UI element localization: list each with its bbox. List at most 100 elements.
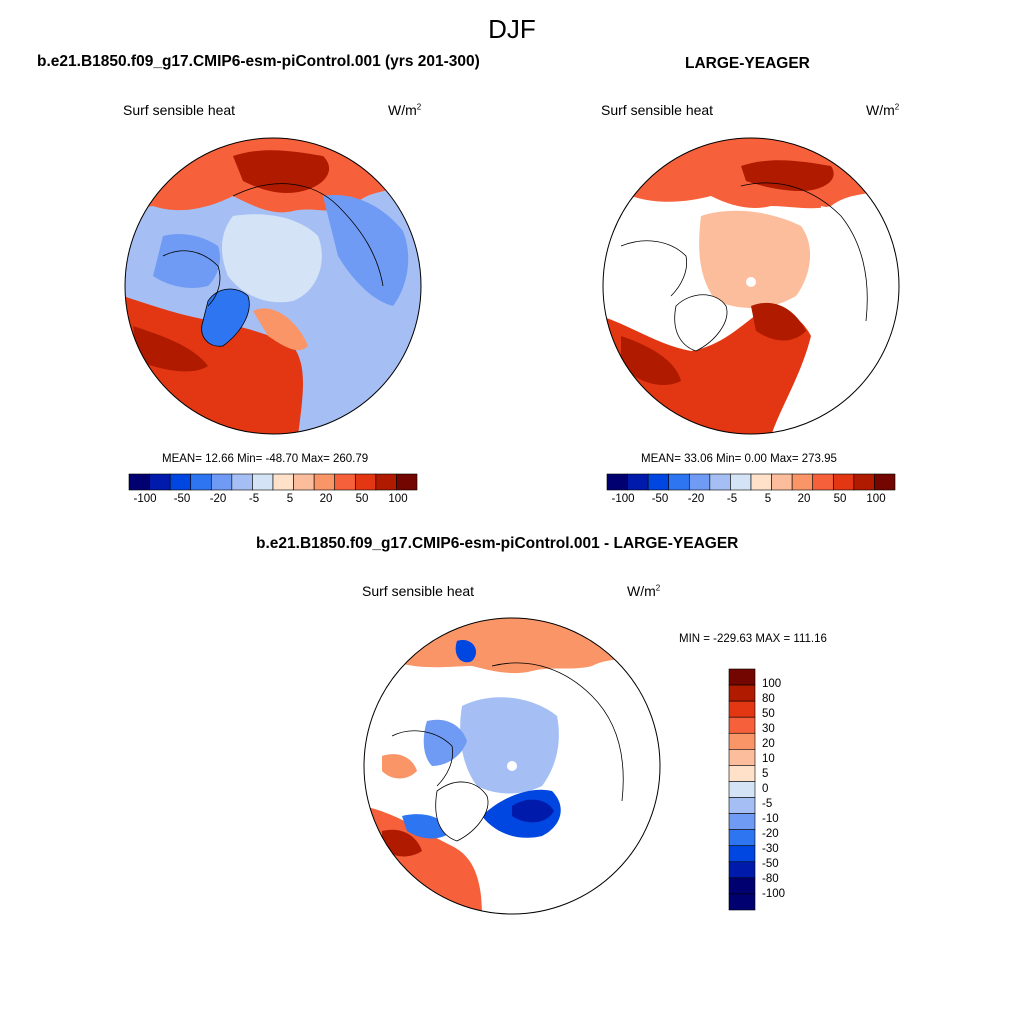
control-panel-title: b.e21.B1850.f09_g17.CMIP6-esm-piControl.… (37, 53, 480, 70)
colorbar-box (728, 797, 756, 814)
diff-cb-tick-12: -30 (762, 843, 779, 855)
control-polar-map (124, 137, 422, 435)
control-coastline-eurasia (232, 183, 384, 287)
diff-baffin-mixed (423, 719, 467, 766)
diff-greenland-land (435, 781, 488, 841)
control-colorbar-boxes (128, 473, 418, 491)
colorbar-box (728, 861, 756, 879)
obs-russia-land (821, 206, 888, 321)
diff-cb-tick-10: -10 (762, 813, 779, 825)
diff-central-arctic (460, 697, 559, 794)
colorbar-box (313, 473, 336, 491)
control-cb-tick-4: -5 (248, 493, 260, 505)
colorbar-box (688, 473, 711, 491)
control-coastline-america (162, 250, 221, 307)
diff-cb-tick-11: -20 (762, 828, 779, 840)
diff-cb-tick-3: 50 (762, 708, 775, 720)
control-cb-tick-6: 20 (319, 493, 333, 505)
colorbar-box (396, 473, 418, 491)
colorbar-box (375, 473, 397, 491)
control-map-boundary (124, 137, 422, 435)
diff-pole-mask (507, 761, 517, 771)
obs-panel-title: LARGE-YEAGER (685, 55, 810, 72)
colorbar-box (252, 473, 274, 491)
diff-coastline-eurasia (491, 662, 624, 802)
diff-map-boundary (363, 617, 661, 915)
season-title: DJF (488, 14, 536, 44)
colorbar-box (728, 684, 756, 702)
colorbar-box (728, 668, 756, 686)
obs-polar-map (602, 137, 900, 435)
obs-cb-tick-6: 20 (797, 493, 811, 505)
obs-cb-tick-4: -5 (726, 493, 738, 505)
colorbar-box (728, 765, 756, 782)
obs-colorbar-labels: -100 -50 -20 -5 5 20 50 100 (607, 493, 895, 509)
diff-cb-tick-7: 5 (762, 768, 769, 780)
control-central-arctic (221, 214, 322, 303)
colorbar-box (728, 732, 756, 750)
colorbar-box (728, 877, 756, 895)
obs-pole-mask (746, 277, 756, 287)
obs-coastline-america (620, 240, 688, 297)
colorbar-box (128, 473, 150, 491)
obs-colorbar (606, 473, 896, 495)
colorbar-box (647, 473, 670, 491)
colorbar-box (728, 813, 756, 830)
control-cb-tick-2: -50 (173, 493, 191, 505)
colorbar-box (812, 473, 834, 491)
colorbar-box (728, 845, 756, 863)
obs-north-pacific-hot (741, 160, 834, 191)
colorbar-box (728, 781, 756, 798)
obs-cb-tick-8: 100 (866, 493, 886, 505)
control-cb-tick-5: 5 (286, 493, 294, 505)
diff-cb-tick-4: 30 (762, 723, 775, 735)
diff-north-pacific-cold (455, 640, 477, 663)
diff-barents-deep (512, 799, 554, 823)
colorbar-box (169, 473, 192, 491)
diff-colorbar (728, 668, 756, 915)
diff-cb-tick-6: 10 (762, 753, 775, 765)
colorbar-box (149, 473, 171, 491)
diff-labrador-hot (382, 829, 422, 857)
diff-cb-tick-1: 100 (762, 678, 782, 690)
obs-coastline-greenland (674, 294, 728, 352)
control-cb-tick-8: 100 (388, 493, 408, 505)
diff-cb-tick-13: -50 (762, 858, 779, 870)
diff-coastline-america (391, 730, 454, 787)
diff-cb-tick-2: 80 (762, 693, 775, 705)
diff-panel-title: b.e21.B1850.f09_g17.CMIP6-esm-piControl.… (256, 535, 739, 552)
colorbar-box (728, 700, 756, 718)
obs-nordic-hot (751, 302, 806, 341)
obs-cb-tick-7: 50 (833, 493, 847, 505)
diff-cb-tick-14: -80 (762, 873, 779, 885)
obs-atlantic-hot (621, 336, 681, 386)
diff-polar-map (363, 617, 661, 915)
obs-map-boundary (602, 137, 900, 435)
colorbar-box (728, 716, 756, 734)
diff-minmax: MIN = -229.63 MAX = 111.16 (679, 633, 827, 645)
colorbar-box (791, 473, 814, 491)
control-coastline-greenland (201, 288, 250, 347)
diff-variable-label: Surf sensible heat (362, 583, 475, 599)
obs-coastline-eurasia (740, 182, 868, 322)
diff-alaska-warm (382, 754, 417, 779)
diff-units-label: W/m2 (627, 583, 661, 599)
diff-cb-tick-15: -100 (762, 888, 786, 900)
obs-stats: MEAN= 33.06 Min= 0.00 Max= 273.95 (641, 453, 837, 465)
colorbar-box (668, 473, 690, 491)
diff-cb-tick-9: -5 (762, 798, 773, 810)
colorbar-box (627, 473, 649, 491)
obs-cb-tick-2: -50 (651, 493, 669, 505)
colorbar-box (728, 749, 756, 766)
control-nordic-warm (253, 308, 308, 351)
obs-cb-tick-5: 5 (764, 493, 772, 505)
control-atlantic-hot (133, 326, 208, 372)
control-north-pacific-hot (233, 150, 330, 193)
diff-russia-land (562, 696, 634, 821)
diff-colorbar-labels: 100 80 50 30 20 10 5 0 -5 -10 -20 -30 -5… (762, 678, 802, 908)
control-colorbar-labels: -100 -50 -20 -5 5 20 50 100 (129, 493, 417, 509)
colorbar-box (231, 473, 253, 491)
colorbar-box (728, 893, 756, 911)
obs-central-arctic (699, 210, 811, 308)
diff-cb-tick-5: 20 (762, 738, 775, 750)
